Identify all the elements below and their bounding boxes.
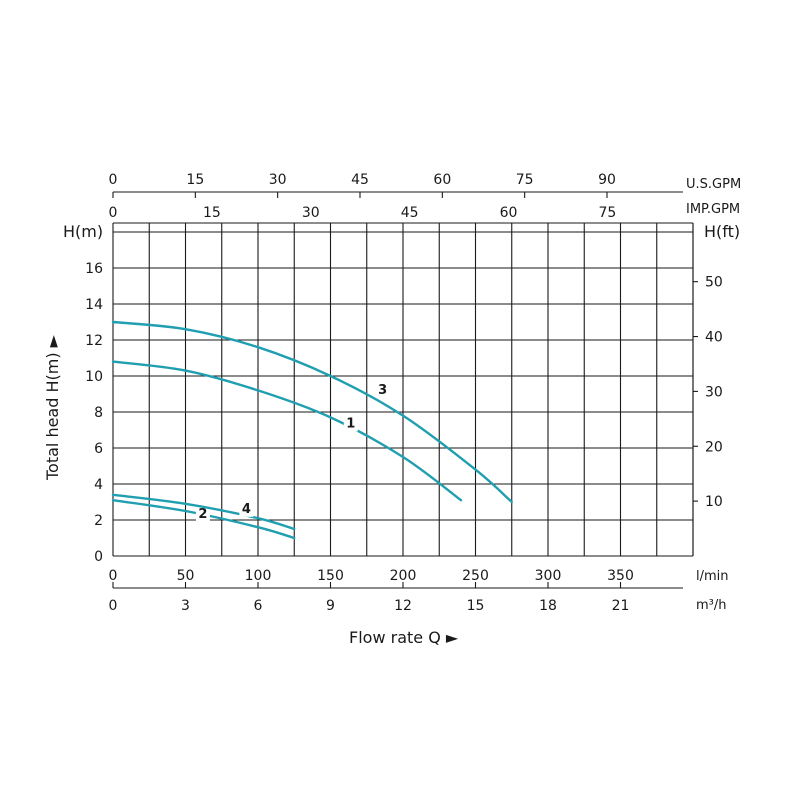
curve-label-4: 4 <box>242 502 251 517</box>
x-primary-tick-label: 300 <box>535 568 562 584</box>
curve-4 <box>111 493 296 531</box>
y-left-tick-label: 0 <box>94 549 103 565</box>
imp-gpm-tick-label: 45 <box>401 205 419 221</box>
x-axis-title: Flow rate Q ► <box>349 628 459 647</box>
us-gpm-tick-label: 90 <box>598 172 616 188</box>
curve-label-bg-3 <box>375 383 390 398</box>
y-left-tick-label: 14 <box>85 297 103 313</box>
curve-label-bg-1 <box>343 416 358 432</box>
x-top-imp-unit: IMP.GPM <box>686 202 740 217</box>
curve-3 <box>111 320 513 504</box>
x-primary-tick-label: 350 <box>607 568 634 584</box>
us-gpm-tick-label: 30 <box>269 172 287 188</box>
x-secondary-tick-label: 3 <box>181 598 190 614</box>
y-right-tick-label: 40 <box>705 330 723 346</box>
imp-gpm-tick-label: 30 <box>302 205 320 221</box>
x-secondary-unit: m³/h <box>696 598 727 613</box>
us-gpm-tick-label: 15 <box>186 172 204 188</box>
y-right-unit: H(ft) <box>704 222 740 241</box>
grid <box>112 191 698 589</box>
curve-label-3: 3 <box>378 383 387 398</box>
y-left-tick-label: 4 <box>94 477 103 493</box>
curve-label-bg-4 <box>239 501 254 517</box>
x-primary-tick-label: 150 <box>317 568 344 584</box>
y-right-tick-label: 30 <box>705 384 723 400</box>
performance-curves: 1 2 3 4 <box>111 320 513 540</box>
x-secondary-tick-label: 6 <box>254 598 263 614</box>
x-secondary-tick-label: 21 <box>612 598 630 614</box>
y-left-tick-label: 10 <box>85 369 103 385</box>
y-left-tick-label: 12 <box>85 333 103 349</box>
y-left-tick-label: 2 <box>94 513 103 529</box>
x-secondary-tick-label: 0 <box>109 598 118 614</box>
imp-gpm-tick-label: 75 <box>598 205 616 221</box>
imp-gpm-tick-label: 60 <box>500 205 518 221</box>
x-secondary-tick-label: 15 <box>467 598 485 614</box>
x-top-us-unit: U.S.GPM <box>686 177 741 192</box>
y-left-tick-label: 16 <box>85 261 103 277</box>
imp-gpm-tick-label: 15 <box>203 205 221 221</box>
us-gpm-tick-label: 45 <box>351 172 369 188</box>
x-secondary-tick-label: 18 <box>539 598 557 614</box>
us-gpm-tick-label: 75 <box>516 172 534 188</box>
y-right-tick-label: 10 <box>705 494 723 510</box>
x-secondary-tick-label: 9 <box>326 598 335 614</box>
curve-label-2: 2 <box>198 507 207 522</box>
y-right-tick-label: 20 <box>705 439 723 455</box>
y-left-tick-label: 6 <box>94 441 103 457</box>
y-left-tick-label: 8 <box>94 405 103 421</box>
curve-1 <box>111 360 463 502</box>
us-gpm-tick-label: 60 <box>433 172 451 188</box>
labels: H(m) H(ft) U.S.GPM IMP.GPM l/min m³/h Fl… <box>43 172 741 647</box>
x-primary-tick-label: 50 <box>177 568 195 584</box>
x-primary-tick-label: 100 <box>245 568 272 584</box>
x-primary-tick-label: 0 <box>109 568 118 584</box>
curve-2 <box>111 499 296 540</box>
curve-label-bg-2 <box>195 507 210 523</box>
curve-label-1: 1 <box>346 416 355 431</box>
x-secondary-tick-label: 12 <box>394 598 412 614</box>
imp-gpm-tick-label: 0 <box>109 205 118 221</box>
y-axis-title: Total head H(m) ► <box>43 334 62 481</box>
x-primary-unit: l/min <box>696 569 729 584</box>
x-primary-tick-label: 250 <box>462 568 489 584</box>
y-left-unit: H(m) <box>63 222 103 241</box>
x-primary-tick-label: 200 <box>390 568 417 584</box>
us-gpm-tick-label: 0 <box>109 172 118 188</box>
y-right-tick-label: 50 <box>705 275 723 291</box>
